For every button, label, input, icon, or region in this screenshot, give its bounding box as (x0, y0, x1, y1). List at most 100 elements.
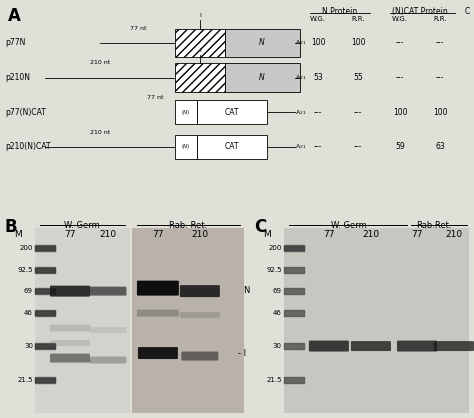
FancyBboxPatch shape (284, 228, 469, 413)
Text: A$_{21}$: A$_{21}$ (295, 73, 307, 82)
Text: M: M (263, 230, 271, 239)
Text: p210N: p210N (5, 73, 30, 82)
Text: p77N: p77N (5, 38, 26, 47)
Text: N: N (243, 285, 249, 295)
FancyBboxPatch shape (175, 135, 197, 159)
FancyBboxPatch shape (90, 287, 127, 296)
Text: 46: 46 (273, 310, 282, 316)
Text: Rab. Ret.: Rab. Ret. (169, 221, 207, 230)
Text: 77: 77 (323, 230, 335, 239)
Text: N: N (259, 73, 265, 82)
Text: 69: 69 (24, 288, 33, 294)
Text: 77 nt: 77 nt (130, 25, 146, 31)
Text: - I: - I (238, 349, 246, 357)
FancyBboxPatch shape (197, 135, 267, 159)
Text: 210 nt: 210 nt (90, 130, 110, 135)
Text: R.R.: R.R. (351, 16, 365, 22)
Text: 210: 210 (446, 230, 463, 239)
Text: A: A (8, 7, 21, 25)
Text: p210(N)CAT: p210(N)CAT (5, 143, 51, 151)
Text: A$_{21}$: A$_{21}$ (295, 108, 307, 117)
Text: ---: --- (354, 143, 362, 151)
Text: W. Germ: W. Germ (331, 221, 367, 230)
FancyBboxPatch shape (309, 341, 349, 352)
Text: 100: 100 (311, 38, 325, 47)
FancyBboxPatch shape (180, 285, 220, 297)
Text: A$_{21}$: A$_{21}$ (295, 38, 307, 47)
Text: 100: 100 (393, 108, 407, 117)
FancyBboxPatch shape (90, 327, 127, 333)
Text: 59: 59 (395, 143, 405, 151)
Text: 77: 77 (152, 230, 164, 239)
Text: 53: 53 (313, 73, 323, 82)
Text: N Protein: N Protein (322, 7, 357, 16)
Text: ---: --- (436, 73, 444, 82)
Text: 77 nt: 77 nt (147, 95, 163, 100)
Text: 55: 55 (353, 73, 363, 82)
Text: R.R.: R.R. (433, 16, 447, 22)
FancyBboxPatch shape (175, 100, 197, 125)
Text: 69: 69 (273, 288, 282, 294)
FancyBboxPatch shape (137, 310, 179, 316)
Text: ---: --- (436, 38, 444, 47)
Text: ---: --- (314, 108, 322, 117)
Text: M: M (14, 230, 22, 239)
Text: 30: 30 (24, 343, 33, 349)
Text: ---: --- (396, 73, 404, 82)
Text: 30: 30 (273, 343, 282, 349)
FancyBboxPatch shape (351, 341, 391, 351)
Text: 77: 77 (411, 230, 423, 239)
Text: p77(N)CAT: p77(N)CAT (5, 108, 46, 117)
Text: 210 nt: 210 nt (90, 60, 110, 65)
FancyBboxPatch shape (397, 341, 437, 352)
FancyBboxPatch shape (180, 312, 220, 318)
Text: (N): (N) (182, 110, 190, 115)
Text: CAT: CAT (225, 108, 239, 117)
Text: W. Germ: W. Germ (64, 221, 100, 230)
Text: I: I (199, 48, 201, 53)
Text: ---: --- (396, 38, 404, 47)
FancyBboxPatch shape (225, 28, 300, 57)
Text: 210: 210 (191, 230, 209, 239)
Text: 100: 100 (351, 38, 365, 47)
FancyBboxPatch shape (175, 63, 225, 92)
FancyBboxPatch shape (225, 63, 300, 92)
Text: I: I (199, 13, 201, 18)
FancyBboxPatch shape (138, 347, 178, 359)
Text: 21.5: 21.5 (266, 377, 282, 383)
Text: 63: 63 (435, 143, 445, 151)
FancyBboxPatch shape (132, 228, 244, 413)
FancyBboxPatch shape (50, 285, 90, 297)
FancyBboxPatch shape (175, 28, 225, 57)
Text: C: C (465, 7, 470, 16)
FancyBboxPatch shape (50, 325, 90, 331)
FancyBboxPatch shape (182, 352, 219, 361)
Text: B: B (5, 218, 18, 236)
FancyBboxPatch shape (50, 340, 90, 346)
FancyBboxPatch shape (434, 341, 474, 351)
FancyBboxPatch shape (90, 357, 127, 364)
Text: ---: --- (314, 143, 322, 151)
Text: 92.5: 92.5 (18, 267, 33, 273)
FancyBboxPatch shape (35, 228, 130, 413)
FancyBboxPatch shape (50, 354, 90, 362)
Text: CAT: CAT (225, 143, 239, 151)
Text: (N): (N) (182, 144, 190, 149)
Text: 210: 210 (362, 230, 380, 239)
Text: 210: 210 (100, 230, 117, 239)
Text: Rab.Ret.: Rab.Ret. (416, 221, 452, 230)
FancyBboxPatch shape (137, 280, 179, 296)
Text: 92.5: 92.5 (266, 267, 282, 273)
Text: 200: 200 (19, 245, 33, 251)
Text: (N)CAT Protein: (N)CAT Protein (392, 7, 448, 16)
Text: 21.5: 21.5 (18, 377, 33, 383)
FancyBboxPatch shape (197, 100, 267, 125)
Text: W.G.: W.G. (392, 16, 408, 22)
Text: 46: 46 (24, 310, 33, 316)
Text: 77: 77 (64, 230, 76, 239)
Text: ---: --- (354, 108, 362, 117)
Text: W.G.: W.G. (310, 16, 326, 22)
Text: 200: 200 (268, 245, 282, 251)
Text: C: C (254, 218, 266, 236)
Text: N: N (259, 38, 265, 47)
